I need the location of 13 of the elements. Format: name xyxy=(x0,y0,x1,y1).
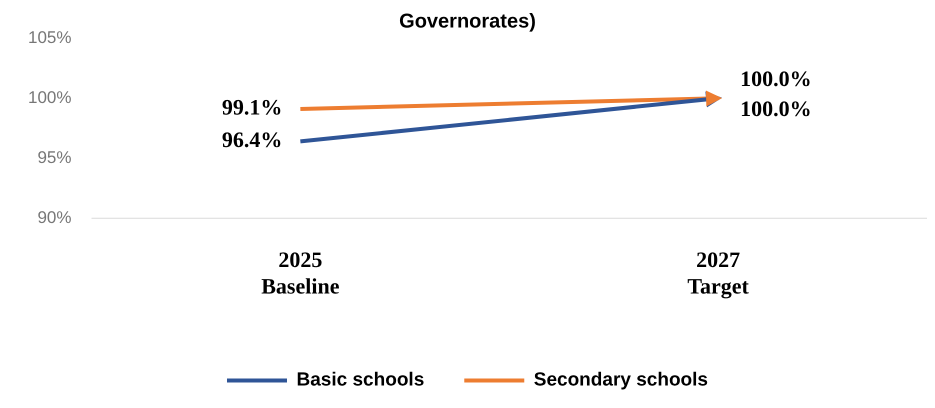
legend-label: Secondary schools xyxy=(534,370,708,391)
y-tick-label: 90% xyxy=(37,208,72,227)
x-tick-label: 2025 Baseline xyxy=(261,247,340,298)
x-tick-label: 2027 Target xyxy=(687,247,750,298)
data-label: 100.0% xyxy=(740,66,812,91)
y-tick-label: 95% xyxy=(37,148,72,167)
y-tick-label: 100% xyxy=(28,88,72,107)
y-tick-label: 105% xyxy=(28,28,72,47)
data-label: 100.0% xyxy=(740,96,812,121)
chart-title: Governorates) xyxy=(399,10,536,33)
data-label: 99.1% xyxy=(222,94,282,120)
legend-label: Basic schools xyxy=(296,370,424,391)
data-label: 96.4% xyxy=(222,127,282,152)
